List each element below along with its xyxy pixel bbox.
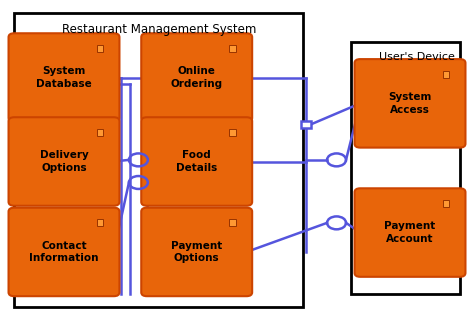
Text: Payment
Options: Payment Options [171, 241, 222, 263]
FancyBboxPatch shape [14, 13, 303, 307]
Text: Delivery
Options: Delivery Options [40, 150, 88, 173]
FancyBboxPatch shape [229, 129, 236, 136]
FancyBboxPatch shape [355, 188, 465, 277]
FancyBboxPatch shape [97, 129, 103, 136]
Text: Online
Ordering: Online Ordering [171, 66, 223, 89]
FancyBboxPatch shape [229, 219, 236, 226]
FancyBboxPatch shape [141, 33, 252, 122]
Text: Food
Details: Food Details [176, 150, 218, 173]
Text: User's Device: User's Device [379, 52, 455, 62]
Text: Contact
Information: Contact Information [29, 241, 99, 263]
Text: System
Access: System Access [388, 92, 432, 115]
Text: Restaurant Management System: Restaurant Management System [62, 23, 256, 36]
FancyBboxPatch shape [9, 208, 119, 296]
FancyBboxPatch shape [443, 200, 449, 207]
FancyBboxPatch shape [97, 219, 103, 226]
FancyBboxPatch shape [9, 33, 119, 122]
FancyBboxPatch shape [9, 117, 119, 206]
FancyBboxPatch shape [351, 42, 460, 294]
Text: System
Database: System Database [36, 66, 92, 89]
FancyBboxPatch shape [301, 121, 311, 128]
FancyBboxPatch shape [229, 45, 236, 52]
FancyBboxPatch shape [355, 59, 465, 148]
FancyBboxPatch shape [141, 208, 252, 296]
FancyBboxPatch shape [97, 45, 103, 52]
FancyBboxPatch shape [443, 71, 449, 78]
Text: Payment
Account: Payment Account [384, 221, 436, 244]
FancyBboxPatch shape [141, 117, 252, 206]
